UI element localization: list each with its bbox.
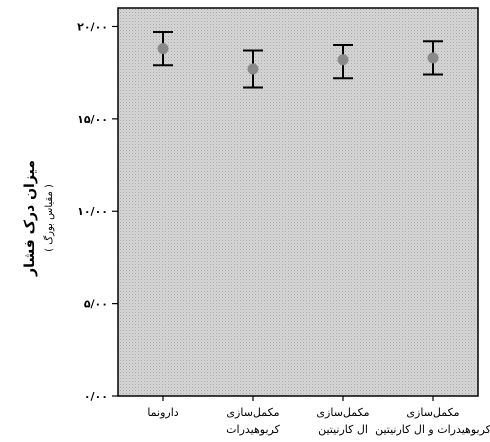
y-axis-sublabel: ( مقیاس بورگ )	[42, 184, 55, 252]
x-tick-label: مکمل‌سازی	[316, 406, 369, 419]
y-tick-label: ۵/۰۰	[84, 298, 108, 311]
error-bar	[423, 40, 443, 76]
mean-point	[337, 54, 349, 66]
error-bar	[333, 43, 353, 80]
x-tick-label: دارونما	[147, 406, 178, 419]
y-axis-title: میزان درک فشار ( مقیاس بورگ )	[22, 160, 55, 277]
mean-point	[247, 63, 259, 75]
y-axis: ۰/۰۰ ۵/۰۰ ۱۰/۰۰ ۱۵/۰۰ ۲۰/۰۰	[77, 20, 118, 403]
plot-area	[117, 7, 479, 397]
error-bar	[243, 49, 263, 89]
mean-point	[157, 43, 169, 55]
x-tick-label: مکمل‌سازی	[406, 406, 459, 419]
y-tick-label: ۰/۰۰	[84, 390, 108, 403]
y-tick-label: ۱۰/۰۰	[77, 205, 108, 218]
x-tick-label: مکمل‌سازی	[226, 406, 279, 419]
error-bars	[153, 31, 443, 89]
x-axis: دارونما مکمل‌سازی کربوهیدرات مکمل‌سازی ال کا…	[147, 396, 490, 436]
y-tick-label: ۲۰/۰۰	[77, 20, 108, 33]
x-tick-label: کربوهیدرات و ال کارنیتین	[375, 423, 490, 436]
x-tick-label: کربوهیدرات	[226, 423, 280, 436]
y-axis-label: میزان درک فشار	[22, 160, 38, 277]
mean-point	[427, 52, 439, 64]
x-tick-label: ال کارنیتین	[318, 423, 368, 436]
error-bar	[153, 31, 173, 67]
y-tick-label: ۱۵/۰۰	[77, 113, 108, 126]
